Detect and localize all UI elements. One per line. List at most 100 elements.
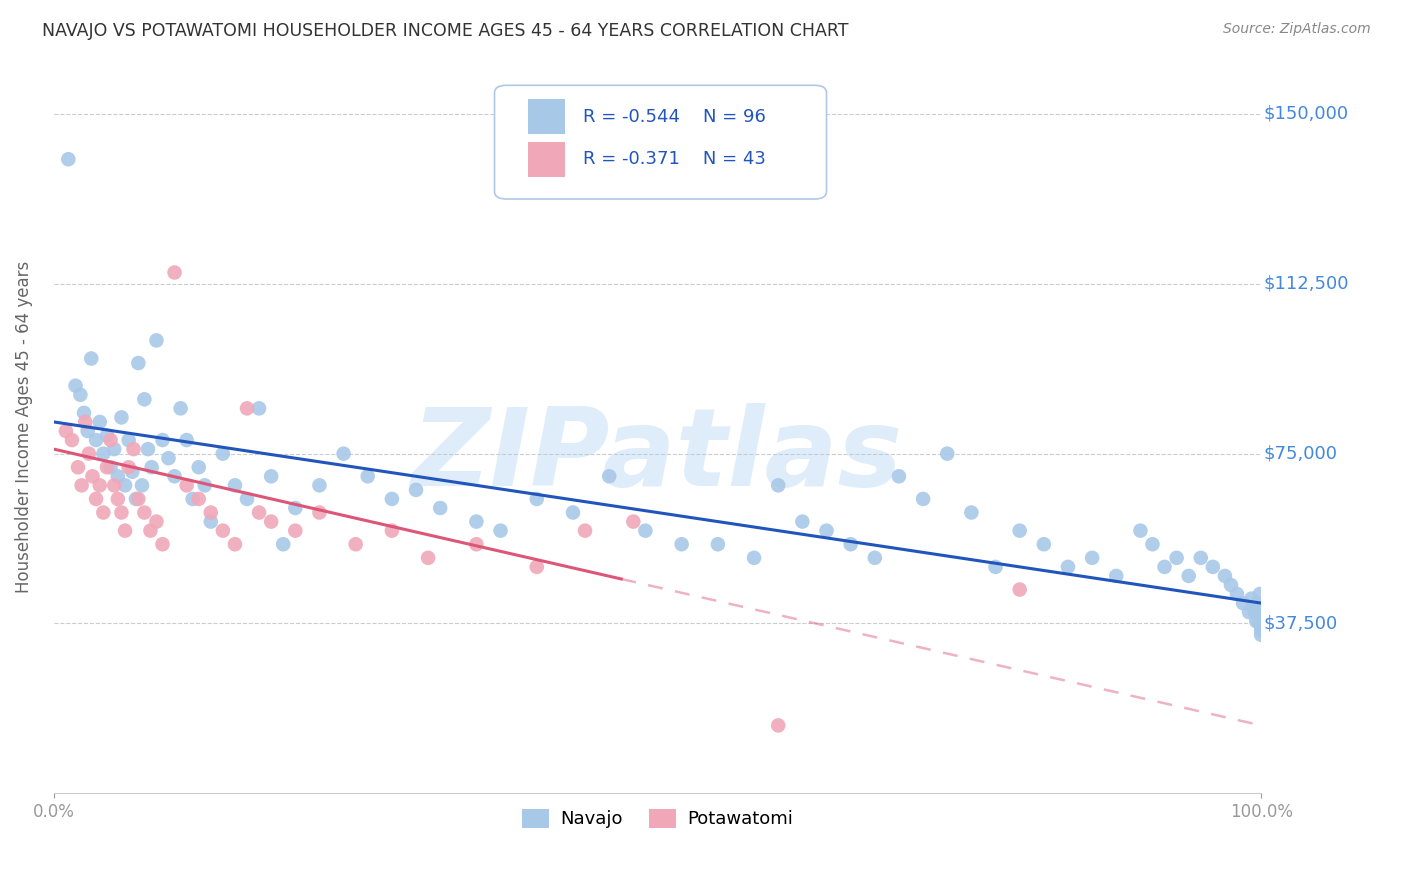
Point: [89, 415, 111, 429]
Point: [381, 491, 404, 506]
Point: [114, 524, 136, 538]
Point: [118, 433, 141, 447]
Point: [1250, 619, 1272, 633]
Point: [1249, 587, 1271, 601]
Point: [416, 550, 439, 565]
Text: $112,500: $112,500: [1264, 275, 1348, 293]
Point: [526, 491, 548, 506]
Point: [381, 524, 404, 538]
Point: [212, 447, 235, 461]
Point: [194, 478, 217, 492]
Bar: [529, 99, 565, 134]
Point: [984, 560, 1007, 574]
Point: [77, 447, 100, 461]
Point: [224, 537, 246, 551]
Point: [1237, 605, 1260, 619]
Point: [887, 469, 910, 483]
Point: [1202, 560, 1225, 574]
Point: [429, 501, 451, 516]
Point: [598, 469, 620, 483]
Point: [169, 401, 191, 416]
Point: [1246, 614, 1268, 628]
Point: [634, 524, 657, 538]
Point: [76, 424, 98, 438]
Point: [96, 428, 118, 442]
Point: [1250, 614, 1272, 628]
Point: [141, 460, 163, 475]
Point: [114, 478, 136, 492]
Point: [1250, 624, 1272, 638]
Point: [839, 537, 862, 551]
Point: [1250, 619, 1272, 633]
Point: [118, 460, 141, 475]
Point: [621, 515, 644, 529]
Point: [134, 392, 156, 407]
Point: [236, 491, 259, 506]
Point: [84, 491, 107, 506]
Point: [176, 478, 198, 492]
Point: [200, 515, 222, 529]
Point: [465, 515, 488, 529]
Point: [73, 406, 96, 420]
Point: [284, 524, 307, 538]
Point: [96, 460, 118, 475]
Point: [1032, 537, 1054, 551]
Point: [1247, 614, 1270, 628]
Point: [1081, 550, 1104, 565]
Point: [181, 491, 204, 506]
Point: [125, 491, 148, 506]
Point: [157, 451, 180, 466]
Point: [308, 506, 330, 520]
Point: [65, 378, 87, 392]
Point: [91, 447, 114, 461]
Point: [792, 515, 814, 529]
Point: [465, 537, 488, 551]
Point: [107, 491, 129, 506]
Point: [224, 478, 246, 492]
Text: R = -0.371    N = 43: R = -0.371 N = 43: [582, 150, 765, 169]
Point: [1008, 524, 1031, 538]
Point: [1220, 578, 1243, 592]
Point: [489, 524, 512, 538]
Point: [110, 506, 132, 520]
Text: $75,000: $75,000: [1264, 444, 1337, 463]
Point: [152, 433, 174, 447]
Point: [863, 550, 886, 565]
Point: [936, 447, 959, 461]
Point: [344, 537, 367, 551]
Point: [187, 460, 209, 475]
Point: [136, 442, 159, 456]
Point: [332, 447, 354, 461]
Point: [122, 442, 145, 456]
Point: [1213, 569, 1236, 583]
Point: [134, 506, 156, 520]
Point: [1249, 605, 1271, 619]
Point: [1246, 596, 1268, 610]
Point: [110, 410, 132, 425]
Point: [562, 506, 585, 520]
Point: [766, 718, 789, 732]
Point: [284, 501, 307, 516]
Point: [815, 524, 838, 538]
Point: [1105, 569, 1128, 583]
Legend: Navajo, Potawatomi: Navajo, Potawatomi: [515, 802, 800, 836]
Point: [80, 351, 103, 366]
Point: [1057, 560, 1080, 574]
Point: [1189, 550, 1212, 565]
Point: [145, 515, 167, 529]
Text: $150,000: $150,000: [1264, 105, 1348, 123]
Point: [1250, 628, 1272, 642]
Point: [66, 460, 89, 475]
Point: [1226, 587, 1249, 601]
Point: [247, 506, 270, 520]
Point: [1232, 596, 1254, 610]
Text: R = -0.544    N = 96: R = -0.544 N = 96: [582, 108, 765, 126]
Bar: [529, 142, 565, 177]
Point: [1142, 537, 1164, 551]
Point: [60, 433, 83, 447]
Point: [707, 537, 730, 551]
Point: [84, 433, 107, 447]
Point: [1240, 591, 1263, 606]
Point: [55, 424, 77, 438]
Point: [357, 469, 380, 483]
